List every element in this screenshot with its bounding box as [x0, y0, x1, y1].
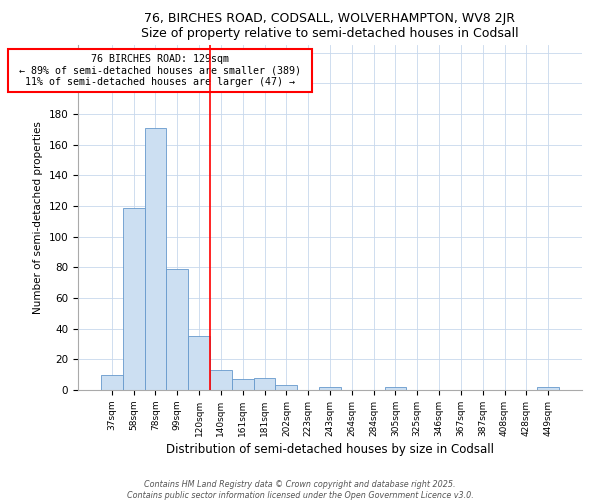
Title: 76, BIRCHES ROAD, CODSALL, WOLVERHAMPTON, WV8 2JR
Size of property relative to s: 76, BIRCHES ROAD, CODSALL, WOLVERHAMPTON… [141, 12, 519, 40]
X-axis label: Distribution of semi-detached houses by size in Codsall: Distribution of semi-detached houses by … [166, 443, 494, 456]
Bar [537, 387, 559, 390]
Bar [275, 386, 297, 390]
Y-axis label: Number of semi-detached properties: Number of semi-detached properties [33, 121, 43, 314]
Bar [210, 370, 232, 390]
Bar [123, 208, 145, 390]
Bar [232, 380, 254, 390]
Text: Contains HM Land Registry data © Crown copyright and database right 2025.
Contai: Contains HM Land Registry data © Crown c… [127, 480, 473, 500]
Bar [145, 128, 166, 390]
Bar [254, 378, 275, 390]
Bar [166, 269, 188, 390]
Bar [319, 387, 341, 390]
Bar [385, 387, 406, 390]
Bar [101, 374, 123, 390]
Bar [188, 336, 210, 390]
Text: 76 BIRCHES ROAD: 129sqm  
← 89% of semi-detached houses are smaller (389)
  11% : 76 BIRCHES ROAD: 129sqm ← 89% of semi-de… [13, 54, 307, 88]
